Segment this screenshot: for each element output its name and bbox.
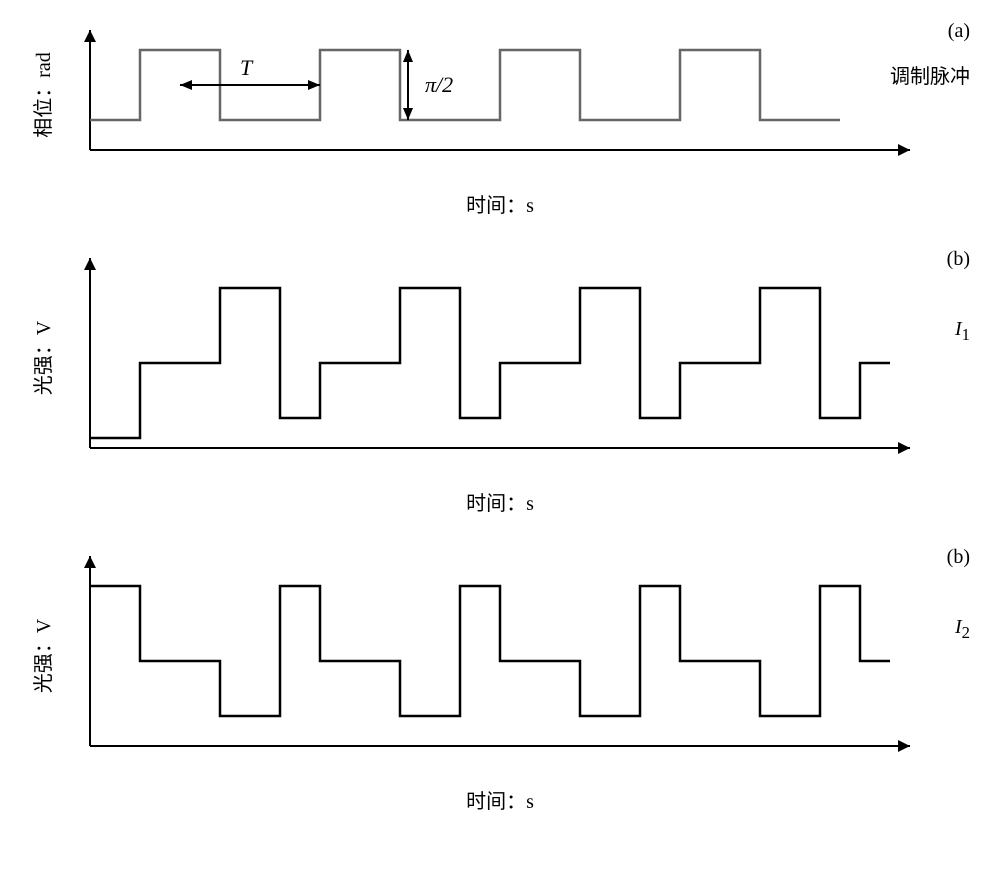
panel-b2: (b) I2 光强：V 时间：s: [20, 546, 980, 814]
panel-b1-plot: 光强：V: [20, 248, 920, 478]
panel-b2-tag: (b): [947, 546, 970, 569]
panel-b1-legend: I1: [955, 318, 970, 345]
legend-b2-sub: 2: [962, 623, 970, 642]
legend-b2-base: I: [955, 616, 962, 638]
panel-b2-legend: I2: [955, 616, 970, 643]
period-label: T: [240, 55, 254, 80]
figure-container: (a) 调制脉冲 T π/2: [20, 20, 980, 814]
panel-b1: (b) I1 光强：V 时间：s: [20, 248, 980, 516]
panel-a-xlabel: 时间：s: [20, 189, 980, 218]
panel-b2-plot: 光强：V: [20, 546, 920, 776]
legend-b1-sub: 1: [962, 325, 970, 344]
panel-b2-xlabel: 时间：s: [20, 785, 980, 814]
waveform-b1: [90, 288, 890, 438]
panel-b2-ylabel: 光强：V: [32, 618, 55, 693]
panel-b1-tag: (b): [947, 248, 970, 271]
panel-a-plot: T π/2 相位：rad: [20, 20, 920, 180]
waveform-b2: [90, 586, 890, 716]
period-annotation: T: [180, 55, 320, 90]
panel-b1-ylabel: 光强：V: [32, 320, 55, 395]
amplitude-annotation: π/2: [403, 50, 453, 120]
panel-b1-xlabel: 时间：s: [20, 487, 980, 516]
panel-a-legend: 调制脉冲: [890, 60, 970, 89]
panel-a-tag: (a): [948, 20, 970, 43]
panel-a-ylabel: 相位：rad: [32, 52, 55, 138]
legend-b1-base: I: [955, 318, 962, 340]
panel-a: (a) 调制脉冲 T π/2: [20, 20, 980, 218]
amplitude-label: π/2: [425, 72, 453, 97]
